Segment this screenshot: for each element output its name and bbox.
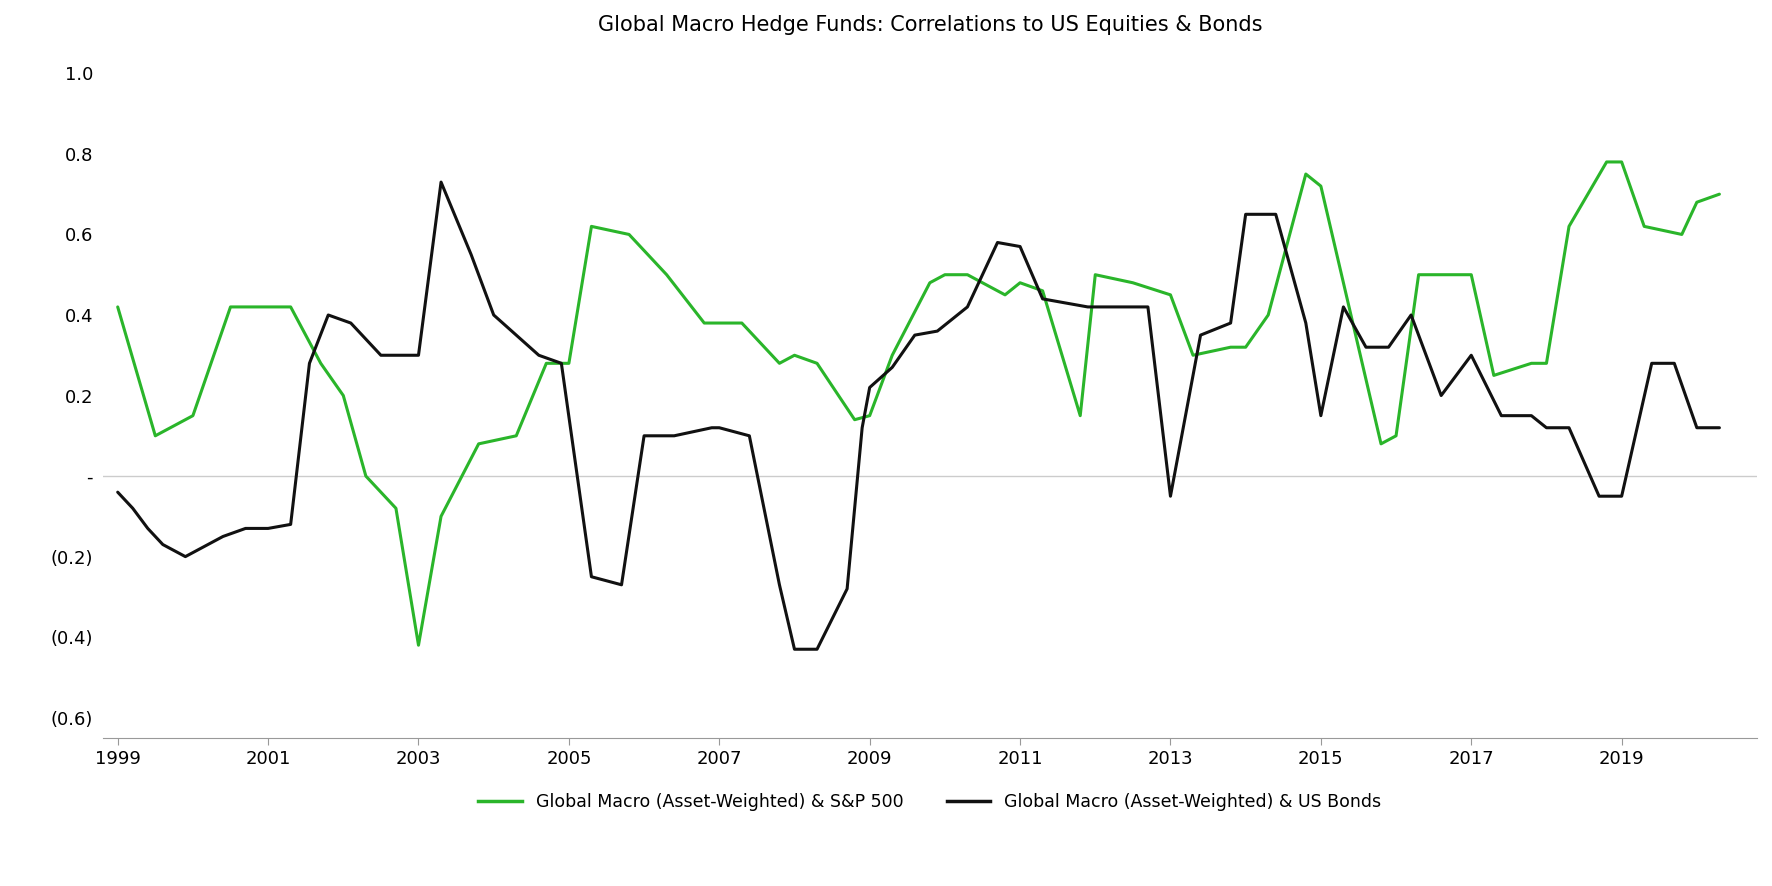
Legend: Global Macro (Asset-Weighted) & S&P 500, Global Macro (Asset-Weighted) & US Bond: Global Macro (Asset-Weighted) & S&P 500,… — [471, 786, 1387, 818]
Title: Global Macro Hedge Funds: Correlations to US Equities & Bonds: Global Macro Hedge Funds: Correlations t… — [597, 15, 1262, 35]
